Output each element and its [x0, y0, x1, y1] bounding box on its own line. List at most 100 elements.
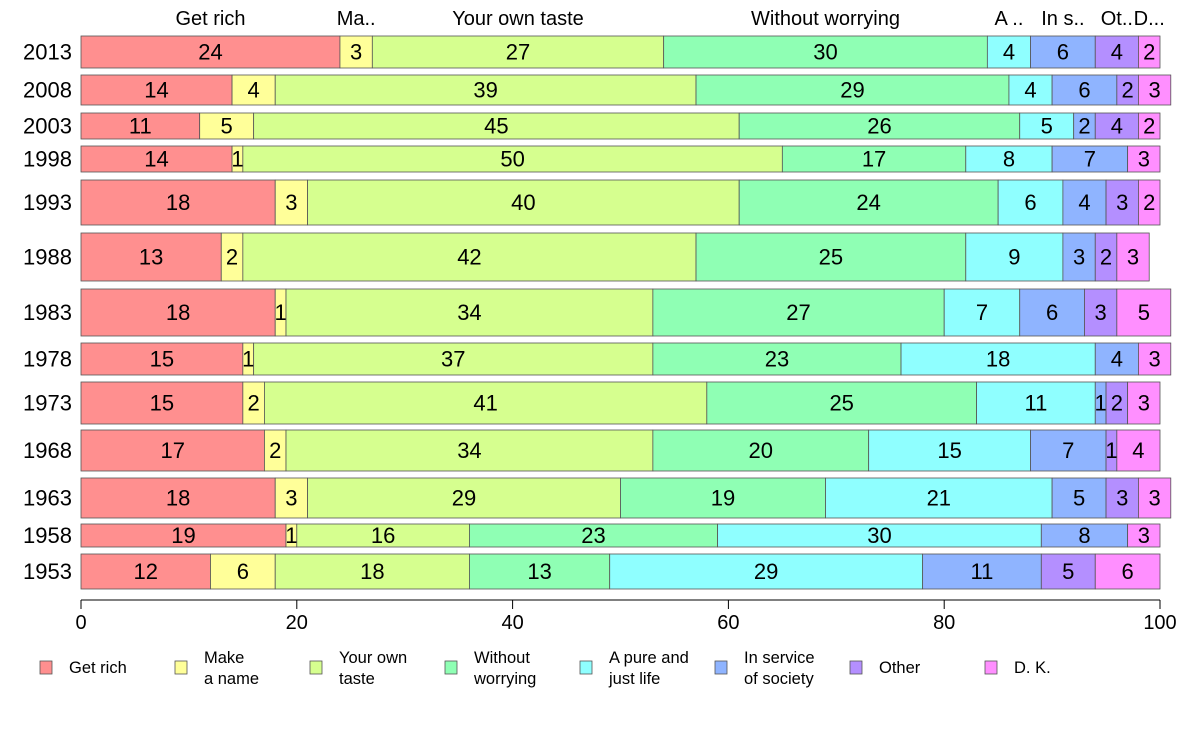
- legend: Get rich Make a name Your own taste Without wo…: [39, 649, 1051, 688]
- bar-segment: [1062, 232, 1096, 282]
- data-label: 27: [786, 300, 810, 325]
- bar-segment: [620, 477, 826, 519]
- data-label: 1: [285, 523, 297, 548]
- legend-label: taste: [339, 670, 375, 688]
- data-label: 4: [1111, 114, 1123, 139]
- data-label: 18: [166, 190, 190, 215]
- legend-label: worrying: [473, 670, 536, 688]
- bar-segment: [1062, 179, 1107, 226]
- legend-label: Your own: [339, 649, 407, 667]
- bar-segment: [80, 477, 276, 519]
- data-label: 2: [248, 391, 260, 416]
- data-label: 6: [1046, 300, 1058, 325]
- bar-segment: [1051, 145, 1129, 173]
- bar-row-1973: 15 2 41 25 11 1 2 3: [80, 381, 1161, 425]
- top-category-label: Ma..: [337, 8, 376, 30]
- data-label: 26: [867, 114, 891, 139]
- bar-segment: [663, 35, 988, 69]
- data-label: 5: [1138, 300, 1150, 325]
- x-axis: 0 20 40 60 80 100: [75, 599, 1177, 634]
- bar-segment: [1116, 288, 1172, 337]
- data-label: 41: [473, 391, 497, 416]
- data-label: 13: [527, 559, 551, 584]
- bar-segment: [285, 288, 654, 337]
- legend-label: a name: [204, 670, 259, 688]
- bar-row-1983: 18 1 34 27 7 6 3 5: [80, 288, 1172, 337]
- data-label: 37: [441, 347, 465, 372]
- bar-segment: [868, 429, 1031, 472]
- data-label: 3: [1148, 347, 1160, 372]
- top-category-label: D...: [1134, 8, 1165, 30]
- top-category-label: Ot..: [1101, 8, 1133, 30]
- x-tick-label: 0: [75, 612, 86, 634]
- y-tick-label: 1963: [23, 486, 72, 511]
- data-label: 2: [1078, 114, 1090, 139]
- data-label: 23: [765, 347, 789, 372]
- data-label: 6: [1122, 559, 1134, 584]
- y-tick-label: 1958: [23, 523, 72, 548]
- data-label: 30: [867, 523, 891, 548]
- data-label: 34: [457, 438, 481, 463]
- bar-segment: [1051, 477, 1107, 519]
- legend-item: D. K.: [984, 659, 1051, 677]
- y-tick-label: 1988: [23, 245, 72, 270]
- data-label: 8: [1003, 147, 1015, 172]
- bar-segment: [80, 288, 276, 337]
- bar-segment: [1116, 429, 1161, 472]
- data-label: 11: [971, 559, 994, 584]
- data-label: 30: [813, 40, 837, 65]
- data-label: 3: [1148, 78, 1160, 103]
- bar-segment: [80, 35, 341, 69]
- legend-item: A pure and just life: [579, 649, 689, 688]
- bar-segment: [965, 232, 1064, 282]
- data-label: 3: [1138, 147, 1150, 172]
- bar-segment: [80, 145, 233, 173]
- data-label: 19: [711, 486, 735, 511]
- bar-segment: [307, 477, 621, 519]
- bar-row-1998: 14 1 50 17 8 7 3: [80, 145, 1161, 173]
- y-tick-label: 1998: [23, 147, 72, 172]
- bar-segment: [1105, 477, 1139, 519]
- bar-row-1968: 17 2 34 20 15 7 1 4: [80, 429, 1161, 472]
- bar-segment: [1138, 179, 1161, 226]
- bar-segment: [1084, 288, 1118, 337]
- data-label: 11: [129, 114, 152, 139]
- data-label: 2: [1143, 114, 1155, 139]
- data-label: 7: [976, 300, 988, 325]
- data-label: 50: [500, 147, 524, 172]
- data-label: 40: [511, 190, 535, 215]
- legend-item: Other: [849, 659, 921, 677]
- legend-swatch: [714, 660, 728, 675]
- bar-segment: [339, 35, 373, 69]
- bar-row-1978: 15 1 37 23 18 4 3: [80, 342, 1172, 376]
- bar-segment: [965, 145, 1053, 173]
- bar-segment: [1030, 35, 1096, 69]
- y-tick-label: 1978: [23, 347, 72, 372]
- data-label: 21: [927, 486, 951, 511]
- bar-segment: [80, 74, 233, 106]
- bar-segment: [976, 381, 1096, 425]
- legend-item: Get rich: [39, 659, 127, 677]
- bar-segment: [1127, 381, 1161, 425]
- data-label: 18: [166, 300, 190, 325]
- data-label: 2: [226, 245, 238, 270]
- bar-segment: [1138, 342, 1172, 376]
- data-label: 3: [1095, 300, 1107, 325]
- bar-segment: [1094, 553, 1161, 590]
- y-tick-label: 1953: [23, 559, 72, 584]
- legend-item: Without worrying: [444, 649, 536, 688]
- data-label: 4: [1111, 347, 1123, 372]
- data-label: 3: [285, 486, 297, 511]
- y-tick-label: 2008: [23, 78, 72, 103]
- bar-row-2008: 14 4 39 29 4 6 2 3: [80, 74, 1172, 106]
- data-label: 6: [237, 559, 249, 584]
- legend-label: Without: [474, 649, 530, 667]
- legend-label: of society: [744, 670, 814, 688]
- data-label: 17: [160, 438, 184, 463]
- bar-segment: [1116, 232, 1150, 282]
- bar-row-1988: 13 2 42 25 9 3 2 3: [80, 232, 1150, 282]
- data-label: 27: [506, 40, 530, 65]
- data-label: 1: [274, 300, 286, 325]
- bar-segment: [80, 553, 211, 590]
- data-label: 29: [754, 559, 778, 584]
